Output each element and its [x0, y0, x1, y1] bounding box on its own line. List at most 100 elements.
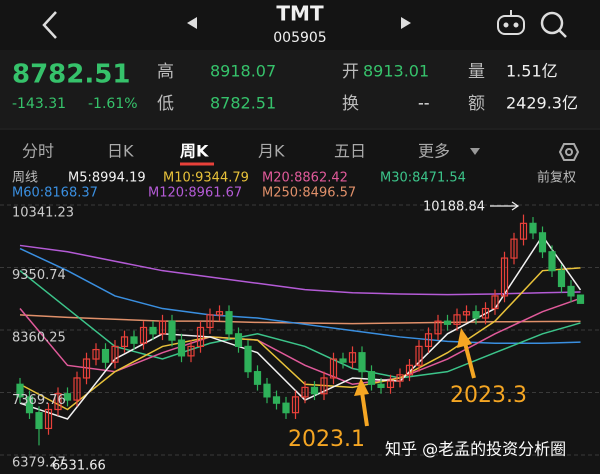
- candle-body: [225, 311, 233, 335]
- tab[interactable]: 日K: [107, 142, 134, 161]
- candle-body: [529, 222, 537, 234]
- adjust[interactable]: 前复权: [537, 170, 576, 186]
- candle-body: [111, 345, 119, 363]
- quote-value: 2429.3亿: [506, 94, 578, 113]
- quote-label: 额: [468, 94, 485, 114]
- candle-body: [54, 393, 62, 411]
- tab[interactable]: 五日: [334, 142, 366, 161]
- candle-body: [462, 311, 471, 316]
- prev-button[interactable]: [187, 17, 197, 29]
- price: 8782.51: [12, 60, 130, 90]
- annotation: 2023.1: [288, 427, 365, 452]
- tab[interactable]: 更多: [418, 142, 450, 161]
- candle-body: [396, 374, 404, 382]
- search-icon[interactable]: [540, 11, 567, 38]
- candle-body: [282, 402, 290, 414]
- title: TMT: [276, 2, 324, 26]
- ma-line: [19, 247, 581, 344]
- arrows: [354, 328, 476, 427]
- y-tick-label: 6379.27: [12, 455, 66, 470]
- candle-body: [481, 307, 490, 319]
- candle-body: [453, 314, 461, 325]
- candle-body: [253, 371, 262, 385]
- ma-legend: M5:8994.19: [68, 171, 146, 186]
- candle-body: [92, 348, 100, 360]
- candle-body: [130, 336, 138, 344]
- max-label: 10188.84: [423, 200, 485, 215]
- candle-body: [291, 396, 300, 414]
- candle-body: [139, 326, 148, 344]
- ma-legend: M120:8961.67: [148, 186, 242, 201]
- candle-body: [424, 333, 433, 348]
- ma-legend: M60:8168.37: [12, 186, 98, 201]
- candle-body: [82, 358, 91, 379]
- quote-value: 1.51亿: [506, 62, 558, 81]
- candle-body: [548, 251, 556, 272]
- more-caret: [470, 148, 480, 155]
- settings-icon[interactable]: [558, 143, 580, 161]
- quote-value: --: [418, 94, 430, 113]
- candle-body: [16, 383, 24, 398]
- candle-body: [44, 408, 53, 430]
- candle-body: [272, 396, 281, 404]
- candle-body: [339, 358, 347, 363]
- candle-body: [443, 320, 452, 325]
- y-tick-label: 9350.74: [12, 268, 66, 283]
- next-button[interactable]: [401, 17, 411, 29]
- candle-body: [35, 412, 43, 430]
- back-button[interactable]: [42, 11, 57, 39]
- period: 周线: [12, 171, 38, 186]
- ma-legend: M30:8471.54: [380, 171, 466, 186]
- candle-body: [206, 314, 214, 329]
- candle-body: [310, 386, 319, 395]
- candle-body: [472, 311, 480, 319]
- quote-value: 8918.07: [210, 62, 276, 81]
- change: -143.31: [12, 96, 66, 112]
- candle-body: [234, 333, 243, 348]
- candle-body: [158, 320, 167, 335]
- candle-body: [177, 339, 186, 357]
- candle-body: [73, 377, 81, 401]
- candle-body: [415, 345, 423, 366]
- quote-label: 高: [157, 62, 174, 82]
- candle-body: [358, 352, 366, 373]
- candle-body: [168, 320, 176, 341]
- candle-body: [510, 238, 518, 259]
- quote-label: 量: [468, 62, 485, 82]
- tab[interactable]: 周K: [180, 142, 209, 161]
- candle-body: [196, 326, 205, 348]
- candle-body: [538, 232, 547, 253]
- quote-panel: [0, 50, 600, 128]
- candle-body: [101, 348, 110, 363]
- candle-body: [491, 295, 499, 310]
- candle-body: [434, 320, 442, 335]
- y-tick-label: 10341.23: [12, 205, 74, 220]
- candle-body: [567, 285, 575, 297]
- ma-legend: M10:9344.79: [163, 171, 249, 186]
- min-label: 6531.66: [52, 459, 106, 474]
- candle-body: [386, 380, 395, 389]
- ma-legend: M250:8496.57: [262, 186, 356, 201]
- change-pct: -1.61%: [88, 96, 138, 112]
- quote-value: 8913.01: [363, 62, 429, 81]
- candle-body: [187, 345, 195, 357]
- quote-label: 开: [342, 62, 359, 82]
- candle-body: [576, 294, 585, 304]
- robot-icon[interactable]: [497, 10, 525, 35]
- tab[interactable]: 分时: [22, 142, 54, 161]
- watermark: 知乎 @老孟的投资分析圈: [385, 440, 566, 459]
- quote-label: 低: [157, 94, 174, 114]
- candle-body: [215, 311, 224, 316]
- candle-body: [149, 326, 157, 335]
- candle-body: [500, 257, 509, 297]
- plot: [0, 204, 600, 456]
- annotation: 2023.3: [450, 383, 527, 408]
- candle-body: [405, 364, 414, 376]
- candle-body: [519, 222, 528, 240]
- candle-body: [25, 396, 34, 414]
- candle-body: [557, 270, 566, 288]
- y-tick-label: 7369.76: [12, 393, 66, 408]
- tab[interactable]: 月K: [258, 142, 285, 161]
- candle-body: [120, 336, 129, 348]
